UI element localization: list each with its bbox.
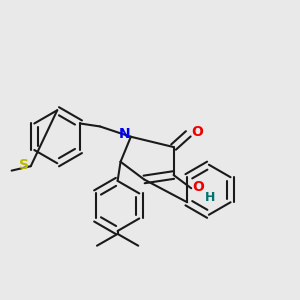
Text: S: S xyxy=(19,158,29,172)
Text: O: O xyxy=(191,125,203,139)
Text: O: O xyxy=(193,180,205,194)
Text: N: N xyxy=(118,128,130,141)
Text: H: H xyxy=(205,190,215,204)
